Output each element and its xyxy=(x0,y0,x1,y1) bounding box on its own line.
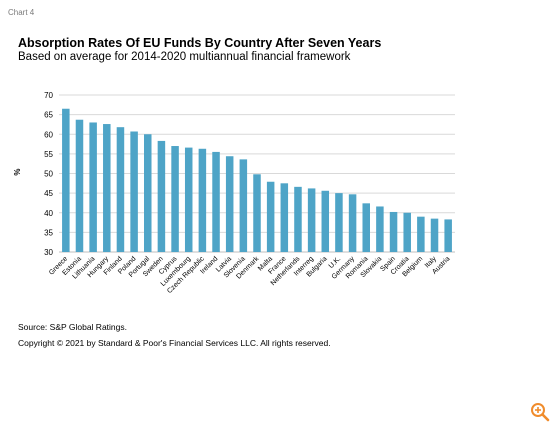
y-tick-label: 30 xyxy=(44,248,53,257)
bar xyxy=(239,159,248,252)
bar xyxy=(335,193,343,252)
bar xyxy=(321,190,330,252)
bar xyxy=(294,186,302,252)
chart-title: Absorption Rates Of EU Funds By Country … xyxy=(18,36,382,50)
bar xyxy=(171,146,179,252)
chart-number-label: Chart 4 xyxy=(8,8,35,17)
bar xyxy=(116,127,125,252)
bar xyxy=(362,203,370,252)
bar xyxy=(103,124,111,252)
bar xyxy=(253,174,261,252)
bar xyxy=(89,122,97,252)
bar xyxy=(184,147,193,252)
y-tick-label: 35 xyxy=(44,228,53,237)
y-tick-label: 40 xyxy=(44,209,53,218)
bar xyxy=(348,194,357,252)
y-tick-label: 45 xyxy=(44,189,53,198)
bar xyxy=(389,211,398,252)
source-note: Source: S&P Global Ratings. xyxy=(18,322,127,332)
bar xyxy=(75,119,84,252)
bar xyxy=(212,151,220,252)
y-tick-label: 50 xyxy=(44,170,53,179)
bar xyxy=(430,218,439,252)
y-tick-label: 70 xyxy=(44,91,53,100)
y-tick-label: 55 xyxy=(44,150,53,159)
bar xyxy=(157,140,166,252)
bar xyxy=(130,131,138,252)
bar xyxy=(225,156,234,252)
bar xyxy=(144,134,152,252)
zoom-in-icon[interactable] xyxy=(530,402,550,422)
bar xyxy=(417,216,425,252)
y-axis-label: % xyxy=(13,168,22,175)
y-tick-label: 65 xyxy=(44,111,53,120)
bar xyxy=(280,183,289,252)
bar xyxy=(198,148,207,252)
bar xyxy=(403,212,411,252)
bar xyxy=(376,206,384,252)
copyright-note: Copyright © 2021 by Standard & Poor's Fi… xyxy=(18,338,331,348)
bar xyxy=(444,219,452,252)
bar xyxy=(307,188,316,252)
y-tick-label: 60 xyxy=(44,130,53,139)
chart-subtitle: Based on average for 2014-2020 multiannu… xyxy=(18,51,351,63)
bar xyxy=(62,108,70,252)
bar xyxy=(266,181,275,252)
